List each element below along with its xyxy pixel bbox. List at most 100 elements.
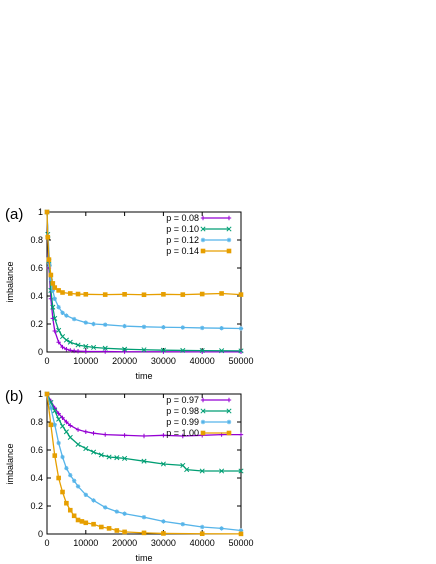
data-point	[180, 462, 186, 468]
data-point	[180, 325, 185, 330]
data-point	[91, 431, 96, 436]
x-tick-label: 0	[44, 356, 49, 366]
series-line	[46, 393, 241, 437]
legend-swatch-marker	[200, 397, 206, 403]
data-point	[91, 498, 96, 503]
data-point	[63, 337, 69, 343]
data-point	[64, 500, 69, 506]
series-2	[44, 209, 244, 354]
data-point	[238, 326, 244, 331]
data-point	[106, 454, 112, 460]
data-point	[103, 322, 108, 327]
data-point	[199, 291, 205, 297]
data-point	[64, 466, 69, 471]
data-point	[200, 524, 205, 530]
legend-label: p = 0.14	[166, 246, 199, 256]
data-point	[141, 458, 147, 464]
series-2	[44, 391, 244, 474]
data-point	[122, 346, 128, 352]
data-point	[56, 475, 61, 481]
legend-swatch-marker	[200, 430, 206, 436]
data-point	[60, 415, 65, 420]
series-line	[46, 211, 242, 352]
y-tick-label: 0.4	[30, 473, 43, 483]
data-point	[103, 349, 108, 354]
data-point	[141, 324, 147, 329]
data-point	[75, 441, 81, 447]
data-point	[180, 292, 186, 297]
data-point	[68, 348, 73, 353]
series-line	[46, 393, 242, 532]
series-1	[44, 391, 244, 439]
x-tick-label: 50000	[228, 356, 253, 366]
data-point	[46, 257, 52, 262]
data-point	[44, 209, 50, 215]
data-point	[122, 292, 127, 297]
data-point	[160, 461, 166, 467]
legend-swatch-marker	[200, 226, 206, 232]
legend-label: p = 0.08	[166, 213, 199, 223]
panel-label: (a)	[5, 206, 23, 223]
legend-swatch-marker	[200, 215, 206, 221]
y-tick-label: 0	[38, 347, 43, 357]
legend-swatch-marker	[226, 408, 232, 414]
data-point	[75, 291, 81, 297]
data-point	[64, 347, 69, 352]
data-point	[52, 285, 58, 290]
x-tick-label: 20000	[112, 538, 137, 548]
legend-swatch-marker	[200, 408, 206, 414]
data-point	[71, 316, 77, 322]
x-tick-label: 20000	[112, 356, 137, 366]
y-axis-label: imbalance	[5, 443, 15, 484]
data-point	[60, 454, 65, 460]
y-tick-label: 0.8	[30, 417, 43, 427]
data-point	[59, 423, 66, 429]
data-point	[60, 310, 65, 315]
data-point	[102, 292, 108, 297]
data-point	[161, 292, 166, 297]
data-point	[141, 433, 147, 439]
data-point	[52, 315, 58, 321]
data-point	[141, 530, 147, 536]
data-point	[64, 313, 69, 318]
data-point	[219, 326, 224, 331]
data-point	[122, 511, 127, 516]
data-point	[60, 290, 65, 295]
legend-label: p = 0.98	[166, 406, 199, 416]
legend-swatch-marker	[226, 226, 232, 232]
data-point	[184, 467, 190, 473]
legend-label: p = 0.10	[166, 224, 199, 234]
x-tick-label: 50000	[228, 538, 253, 548]
data-point	[91, 321, 96, 327]
data-point	[238, 528, 244, 533]
data-point	[238, 432, 244, 437]
data-point	[52, 422, 57, 427]
data-point	[56, 340, 61, 345]
legend-swatch-marker	[200, 237, 206, 243]
y-tick-label: 0	[38, 529, 43, 539]
data-point	[200, 325, 205, 331]
plot-frame	[46, 393, 242, 535]
data-point	[199, 531, 205, 537]
legend-label: p = 0.99	[166, 417, 199, 427]
data-point	[122, 529, 127, 535]
y-tick-label: 0.2	[30, 319, 43, 329]
data-point	[83, 292, 89, 297]
data-point	[219, 526, 224, 531]
data-point	[141, 292, 147, 298]
chart-panel-1: (a) 0 10000 20000 30000 40000 50000 0 0.2 0.4 0.6 0…	[5, 206, 254, 381]
data-point	[141, 515, 147, 520]
data-point	[75, 427, 81, 432]
legend-swatch-marker	[226, 419, 232, 425]
data-point	[75, 342, 81, 348]
data-point	[83, 492, 88, 497]
data-point	[122, 455, 128, 461]
data-point	[44, 391, 50, 397]
y-tick-label: 0.6	[30, 263, 43, 273]
y-tick-label: 0.6	[30, 445, 43, 455]
data-point	[48, 277, 54, 282]
data-point	[238, 531, 244, 537]
data-point	[114, 455, 120, 461]
data-point	[99, 524, 104, 530]
data-point	[161, 519, 166, 524]
